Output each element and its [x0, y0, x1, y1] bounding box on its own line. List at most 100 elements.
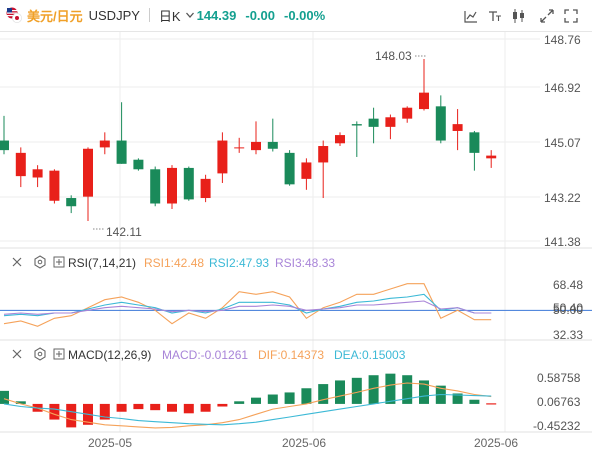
macd-bar	[200, 403, 211, 412]
candle-body	[99, 140, 110, 148]
symbol-bar: 美元/日元 USDJPY 日K 144.39 -0.00 -0.00%	[6, 6, 325, 24]
time-axis-label: 2025-06	[474, 436, 518, 450]
macd-bar	[368, 375, 379, 404]
rsi-legend: RSI(7,14,21) RSI1:42.48 RSI2:47.93 RSI3:…	[12, 255, 335, 270]
close-icon[interactable]	[12, 349, 22, 359]
symbol-code: USDJPY	[88, 7, 140, 23]
macd-bar	[267, 394, 278, 404]
candle-body	[183, 167, 194, 200]
macd-bar	[66, 403, 77, 428]
dea-line	[3, 393, 492, 426]
candle-body	[251, 141, 261, 151]
kline-chart[interactable]: 148.76 146.92 145.07 143.22 141.38 148.0…	[0, 32, 592, 460]
timeframe-selector[interactable]: 日K	[158, 8, 181, 24]
text-size-icon[interactable]	[486, 7, 504, 25]
rsi2-value: RSI2:47.93	[209, 256, 269, 270]
macd-bar	[150, 403, 161, 411]
candle-body	[0, 140, 9, 151]
macd-axis-label: 0.58758	[537, 371, 581, 385]
macd-bar	[284, 392, 295, 404]
price-axis-label: 141.38	[544, 235, 581, 249]
price-axis-label: 143.22	[544, 191, 581, 205]
settings-icon[interactable]	[34, 255, 46, 269]
macd-bar	[301, 388, 312, 404]
high-annotation: 148.03	[375, 49, 412, 63]
candle-body	[83, 148, 93, 197]
rsi-name: RSI(7,14,21)	[68, 256, 136, 270]
candle-body	[15, 152, 26, 177]
macd-axis-label: 0.06763	[537, 395, 581, 409]
indicator-chart-icon[interactable]	[462, 7, 480, 25]
price-axis-label: 146.92	[544, 81, 581, 95]
candle-body	[368, 118, 379, 127]
macd-bar	[469, 399, 480, 404]
last-price: 144.39	[196, 7, 237, 23]
rsi-axis-label: 32.33	[553, 328, 583, 342]
chart-header: 美元/日元 USDJPY 日K 144.39 -0.00 -0.00%	[0, 0, 592, 32]
candle-body	[66, 198, 77, 207]
macd-bar	[318, 384, 329, 404]
macd-bar	[251, 397, 261, 404]
macd-legend: MACD(12,26,9) MACD:-0.01261 DIF:0.14373 …	[12, 347, 406, 362]
macd-bar	[183, 403, 194, 414]
settings-icon[interactable]	[34, 347, 46, 361]
price-change-percent: -0.00%	[284, 7, 326, 23]
expand-icon[interactable]	[53, 256, 65, 268]
candle-body	[301, 162, 312, 179]
candle-body	[469, 132, 480, 153]
chevron-down-icon[interactable]	[185, 10, 195, 20]
macd-bar	[116, 403, 127, 412]
candle-body	[116, 140, 127, 164]
candle-body	[200, 178, 211, 199]
macd-bar	[49, 403, 60, 420]
candle-body	[385, 117, 396, 127]
fullscreen-icon[interactable]	[562, 7, 580, 25]
rsi3-line	[3, 300, 492, 315]
candle-body	[217, 140, 228, 174]
dea-value: DEA:0.15003	[334, 348, 406, 362]
macd-bar	[385, 373, 396, 404]
macd-bar	[217, 403, 228, 407]
symbol-name[interactable]: 美元/日元	[27, 8, 83, 24]
macd-bar	[15, 401, 26, 404]
candle-body	[351, 124, 362, 126]
macd-bar	[351, 377, 362, 404]
time-axis-label: 2025-05	[88, 436, 132, 450]
macd-bar	[99, 403, 110, 420]
macd-name: MACD(12,26,9)	[68, 348, 151, 362]
macd-bar	[452, 393, 463, 404]
macd-bar	[167, 403, 177, 412]
expand-icon[interactable]	[53, 348, 65, 360]
low-annotation: 142.11	[106, 225, 142, 239]
candle-body	[167, 167, 177, 204]
macd-bar	[133, 403, 144, 410]
macd-bar	[0, 390, 9, 404]
close-icon[interactable]	[12, 257, 22, 267]
rsi-axis-label: 50.00	[553, 303, 583, 317]
rsi1-line	[3, 283, 492, 327]
macd-value: MACD:-0.01261	[162, 348, 248, 362]
macd-bar	[419, 380, 429, 404]
candle-body	[486, 155, 497, 159]
price-axis-label: 145.07	[544, 136, 581, 150]
compare-arrows-icon[interactable]	[538, 7, 556, 25]
rsi3-value: RSI3:48.33	[275, 256, 335, 270]
candle-body	[419, 92, 429, 110]
candle-body	[32, 169, 43, 178]
macd-bar	[335, 380, 345, 404]
candle-body	[402, 107, 413, 119]
divider	[148, 8, 150, 22]
rsi-axis-label: 50.40	[553, 301, 583, 315]
rsi-axis-label: 68.48	[553, 278, 583, 292]
rsi1-value: RSI1:42.48	[144, 256, 204, 270]
macd-bar	[234, 401, 245, 404]
dif-line	[3, 382, 492, 429]
candle-type-icon[interactable]	[510, 7, 528, 25]
candle-body	[267, 141, 278, 149]
candle-body	[435, 106, 446, 141]
candle-body	[49, 170, 60, 201]
time-axis-label: 2025-06	[282, 436, 326, 450]
candle-body	[318, 146, 329, 163]
candle-body	[452, 124, 463, 131]
